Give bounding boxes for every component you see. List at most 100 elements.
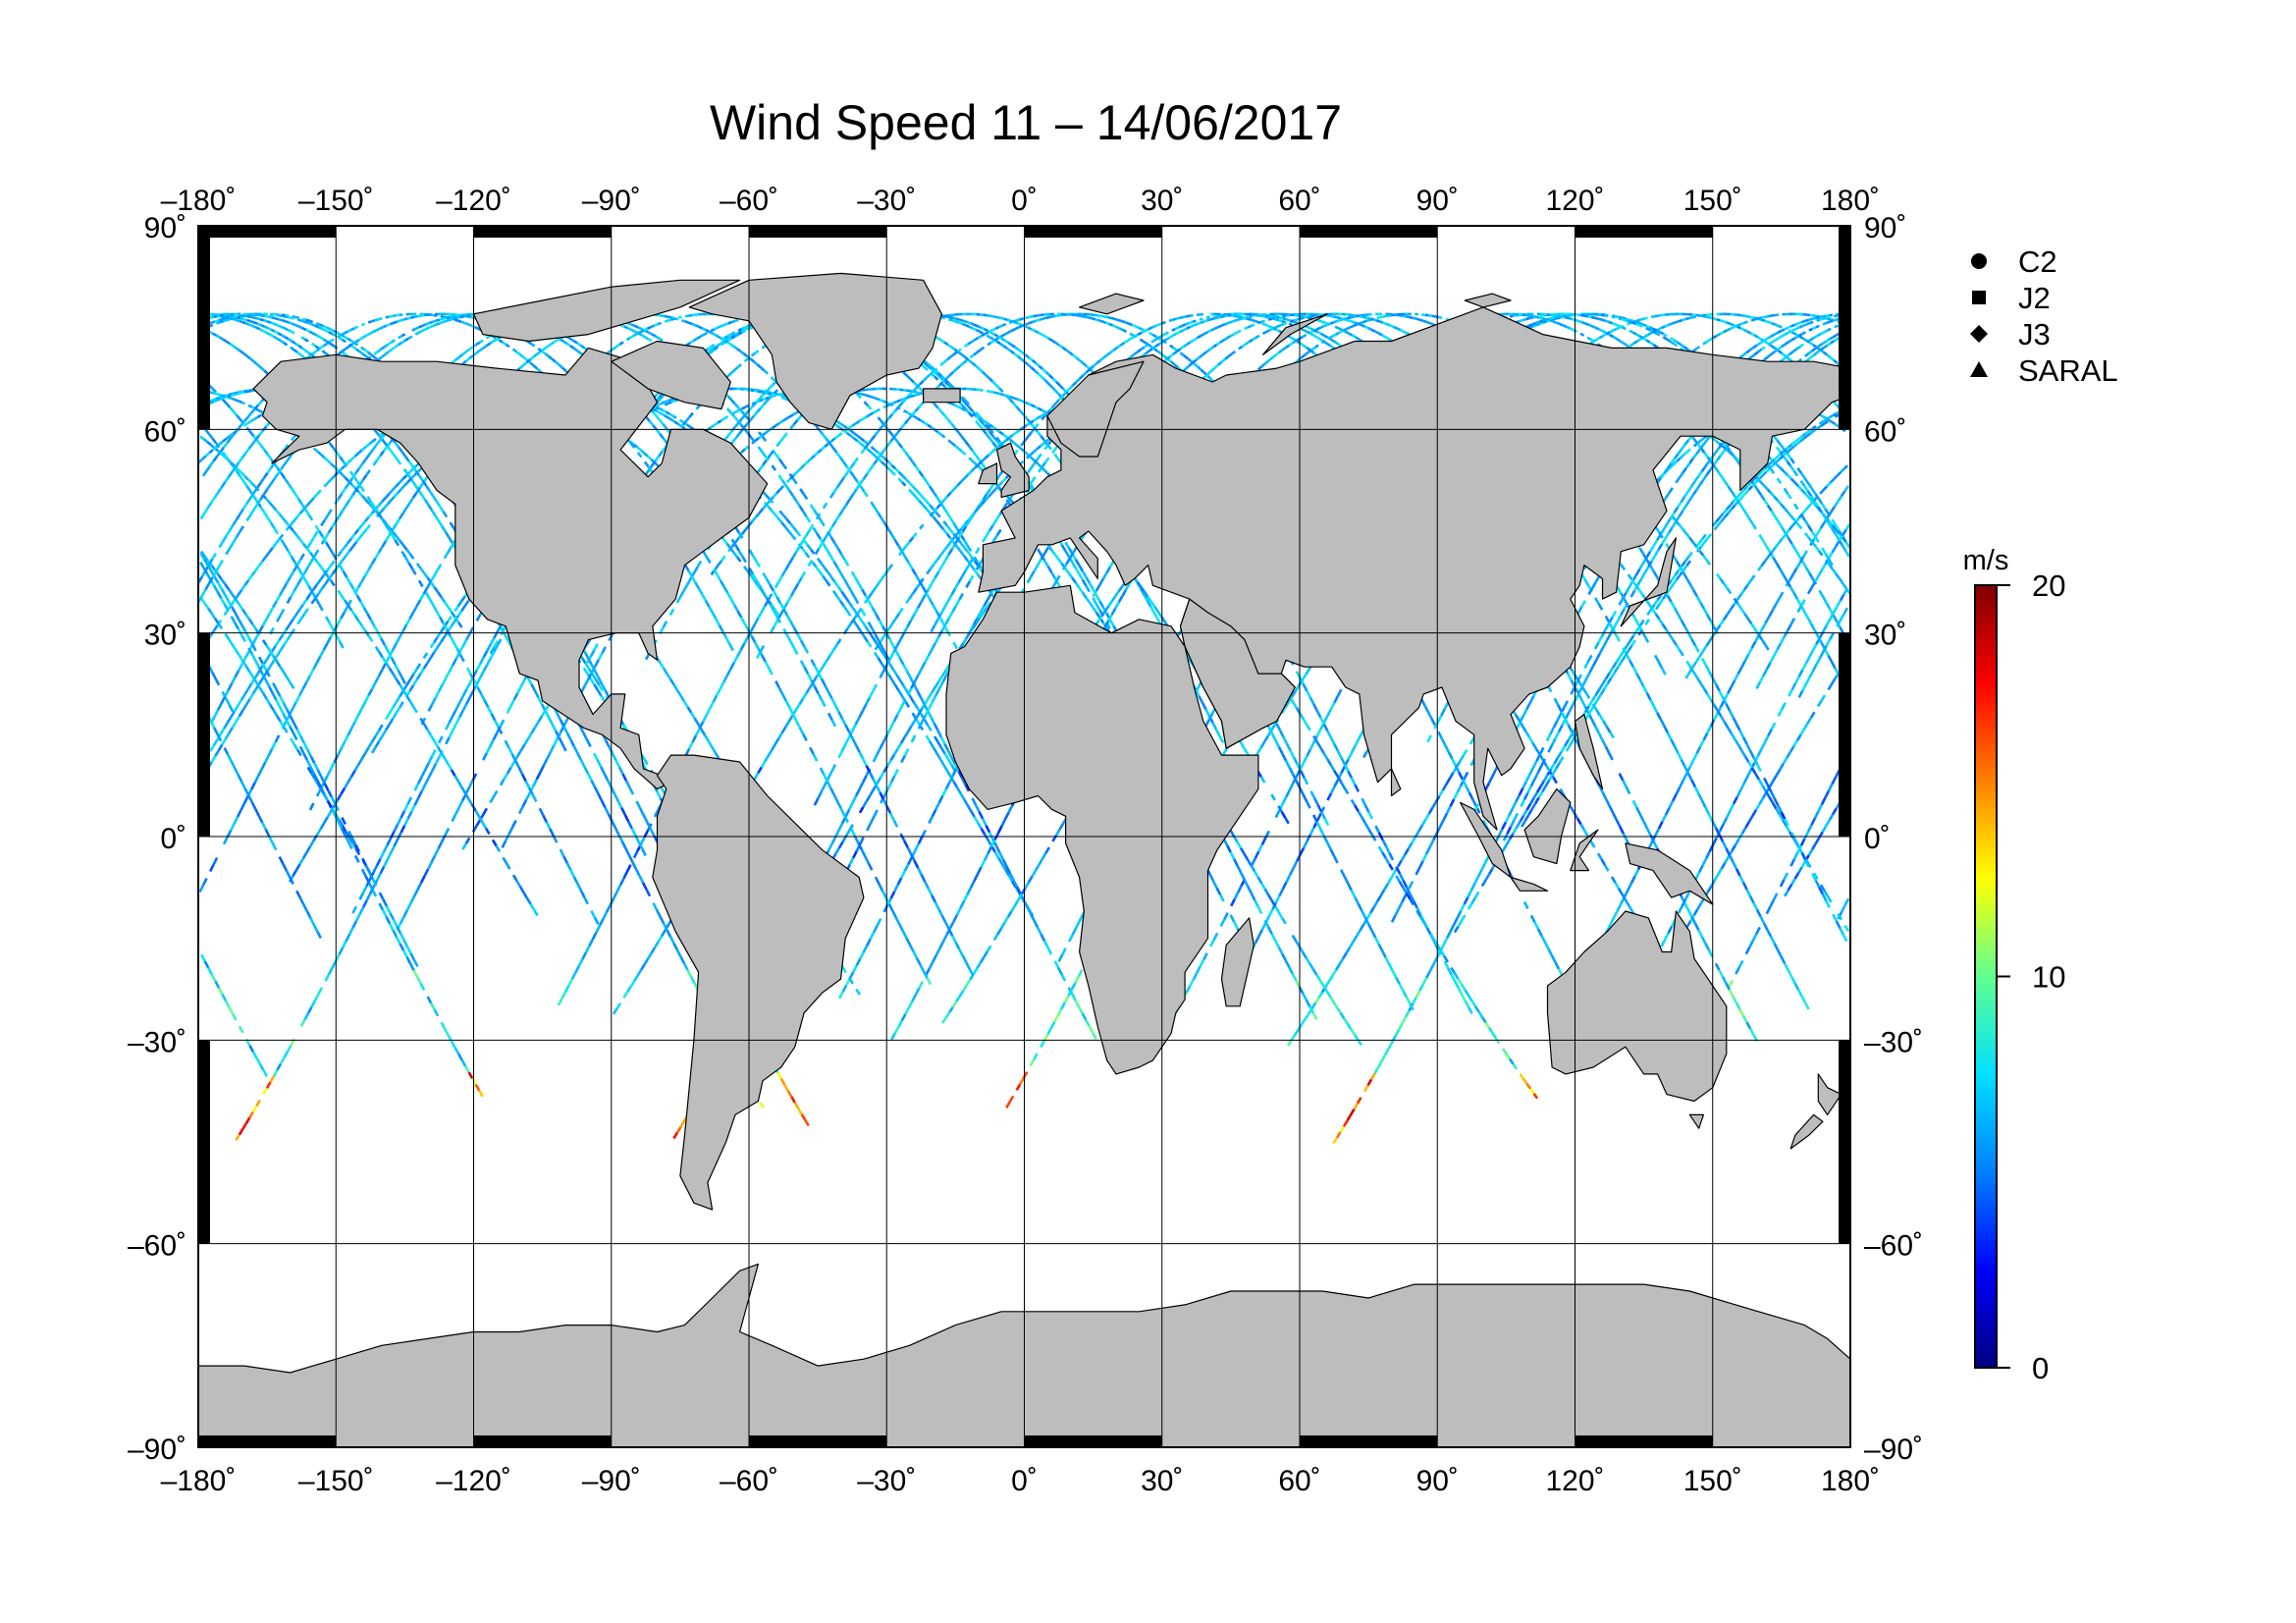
track-segment [1270, 724, 1276, 731]
track-segment [929, 485, 934, 493]
track-segment [1643, 333, 1649, 339]
track-segment [397, 670, 403, 678]
track-segment [468, 626, 475, 634]
track-segment [845, 610, 852, 617]
track-segment [349, 721, 356, 730]
track-segment [1088, 1025, 1095, 1034]
track-segment [1064, 541, 1071, 549]
track-segment [394, 663, 400, 672]
track-segment [1463, 896, 1469, 905]
track-segment [326, 565, 333, 571]
track-segment [1294, 684, 1301, 692]
track-segment [1825, 602, 1832, 610]
track-segment [1095, 594, 1101, 602]
track-segment [390, 657, 397, 666]
track-segment [351, 489, 357, 497]
track-segment [458, 645, 464, 654]
track-segment [373, 624, 379, 633]
track-segment [237, 699, 242, 707]
track-segment [433, 586, 440, 593]
track-segment [286, 596, 293, 604]
track-segment [1236, 865, 1243, 874]
track-segment [1036, 927, 1042, 936]
track-segment [866, 640, 873, 648]
track-segment [1404, 847, 1410, 856]
track-segment [1015, 886, 1022, 894]
track-segment [975, 454, 981, 461]
track-segment [1336, 688, 1343, 697]
track-segment [236, 413, 241, 420]
track-segment [877, 416, 882, 423]
track-segment [1237, 315, 1242, 319]
track-segment [893, 684, 900, 691]
track-segment [945, 524, 952, 531]
track-segment [290, 316, 294, 320]
track-segment [1257, 843, 1263, 852]
track-segment [1138, 326, 1144, 331]
track-segment [943, 414, 950, 421]
track-segment [461, 638, 468, 647]
track-segment [1161, 320, 1166, 325]
track-segment [713, 344, 719, 350]
track-segment [426, 657, 432, 665]
track-segment [1518, 787, 1524, 796]
track-segment [343, 542, 349, 549]
track-segment [714, 326, 719, 331]
track-segment [762, 397, 767, 402]
track-segment [303, 566, 309, 574]
track-segment [450, 611, 456, 619]
track-segment [1821, 595, 1828, 604]
track-segment [1661, 313, 1666, 317]
track-segment [1288, 966, 1294, 975]
track-segment [822, 575, 828, 582]
track-segment [340, 332, 346, 337]
track-segment [401, 544, 408, 551]
track-segment [1034, 406, 1040, 410]
track-segment [673, 420, 679, 426]
track-segment [630, 323, 636, 328]
track-segment [356, 708, 363, 717]
track-segment [727, 320, 732, 325]
track-segment [405, 549, 411, 556]
track-segment [945, 512, 952, 519]
track-segment [263, 449, 269, 456]
track-segment [1763, 499, 1769, 507]
track-segment [1270, 933, 1277, 942]
track-segment [839, 422, 845, 427]
track-segment [838, 600, 845, 607]
track-segment [726, 395, 732, 401]
track-segment [1017, 322, 1022, 326]
track-segment [262, 511, 269, 518]
track-segment [955, 786, 962, 794]
track-segment [269, 521, 276, 529]
track-segment [1643, 316, 1648, 320]
track-segment [460, 605, 466, 612]
track-segment [1110, 316, 1116, 321]
track-segment [758, 398, 764, 403]
track-segment [1698, 314, 1703, 318]
track-segment [345, 499, 350, 507]
track-segment [307, 585, 314, 593]
track-segment [1208, 873, 1215, 882]
track-segment [778, 392, 784, 396]
track-segment [684, 314, 689, 318]
track-segment [1807, 571, 1814, 579]
track-segment [321, 535, 328, 544]
track-segment [761, 435, 768, 442]
track-segment [1770, 345, 1776, 350]
track-segment [1811, 316, 1816, 321]
track-segment [340, 472, 347, 479]
track-segment [1074, 559, 1081, 567]
track-segment [325, 541, 331, 549]
track-segment [204, 428, 210, 435]
track-segment [211, 437, 217, 444]
track-segment [962, 322, 967, 327]
track-segment [233, 705, 240, 713]
track-segment [925, 500, 932, 507]
track-segment [1833, 337, 1839, 343]
track-segment [1575, 318, 1579, 323]
track-segment [1634, 568, 1641, 576]
track-segment [210, 320, 216, 324]
track-segment [348, 582, 355, 590]
track-segment [252, 495, 259, 503]
